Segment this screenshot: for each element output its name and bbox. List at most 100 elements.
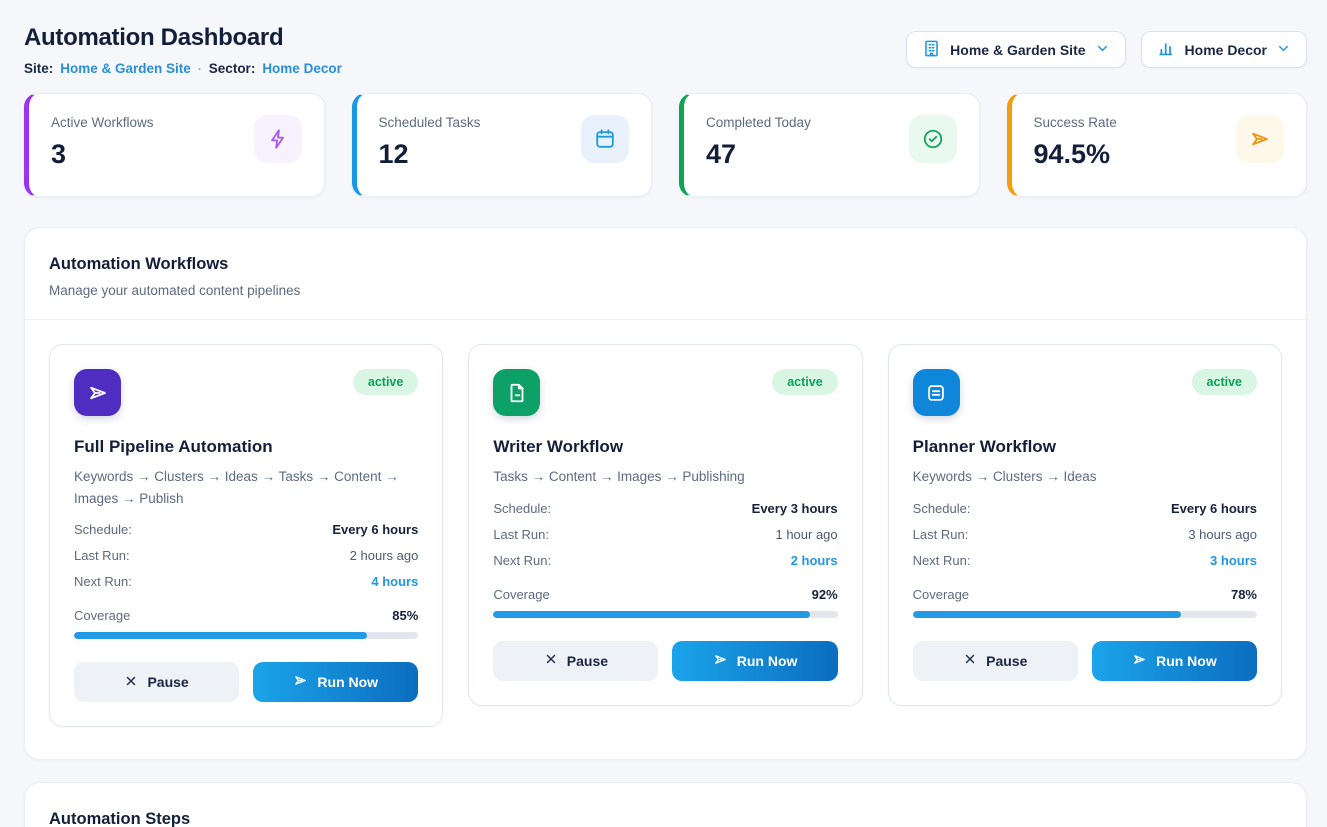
stat-card-completed-today: Completed Today 47 xyxy=(679,93,980,197)
coverage-row: Coverage 78% xyxy=(913,587,1257,602)
stat-value: 12 xyxy=(378,139,409,169)
workflow-meta: Schedule: Every 6 hours Last Run: 3 hour… xyxy=(913,501,1257,568)
workflow-meta: Schedule: Every 3 hours Last Run: 1 hour… xyxy=(493,501,837,568)
pause-label: Pause xyxy=(566,652,609,669)
coverage-label: Coverage xyxy=(493,586,550,602)
schedule-row: Schedule: Every 6 hours xyxy=(74,522,418,537)
next-run-row: Next Run: 2 hours xyxy=(493,553,837,568)
stat-text: Active Workflows 3 xyxy=(51,115,154,170)
stat-card-success-rate: Success Rate 94.5% xyxy=(1006,93,1307,197)
sector-link[interactable]: Home Decor xyxy=(262,61,342,76)
schedule-value: Every 3 hours xyxy=(751,500,838,516)
workflow-description: Keywords → Clusters → Ideas → Tasks → Co… xyxy=(74,469,399,506)
workflow-description: Tasks → Content → Images → Publishing xyxy=(493,469,745,484)
workflow-card-full-pipeline: active Full Pipeline Automation Keywords… xyxy=(49,344,444,728)
page-title: Automation Dashboard xyxy=(24,24,284,51)
section-title: Automation Steps xyxy=(49,810,191,827)
sector-label: Sector: xyxy=(208,61,256,76)
sector-selector-dropdown[interactable]: Home Decor xyxy=(1140,31,1307,68)
stat-value: 94.5% xyxy=(1033,139,1111,169)
schedule-value: Every 6 hours xyxy=(332,522,419,538)
schedule-row: Schedule: Every 6 hours xyxy=(913,501,1257,516)
next-run-value: 3 hours xyxy=(1210,552,1257,568)
site-selector-label: Home & Garden Site xyxy=(950,41,1086,58)
section-subtitle: Manage your automated content pipelines xyxy=(49,283,301,298)
coverage-value: 78% xyxy=(1230,586,1257,602)
last-run-row: Last Run: 2 hours ago xyxy=(74,548,418,563)
schedule-value: Every 6 hours xyxy=(1171,500,1257,516)
pause-label: Pause xyxy=(986,652,1028,669)
workflow-actions: Pause Run Now xyxy=(74,662,419,703)
run-now-label: Run Now xyxy=(736,652,798,669)
coverage-progress-fill xyxy=(74,632,367,640)
workflow-actions: Pause Run Now xyxy=(493,640,838,681)
pause-label: Pause xyxy=(147,674,189,691)
coverage-progress-fill xyxy=(493,610,811,618)
last-run-row: Last Run: 1 hour ago xyxy=(493,527,837,542)
workflows-section: Automation Workflows Manage your automat… xyxy=(24,227,1307,761)
pause-button[interactable]: Pause xyxy=(74,662,240,703)
calendar-icon xyxy=(581,115,629,163)
last-run-value: 2 hours ago xyxy=(349,548,419,564)
coverage-progress xyxy=(493,610,838,618)
workflow-card-top: active xyxy=(74,369,419,416)
workflow-description: Keywords → Clusters → Ideas xyxy=(912,469,1097,484)
send-icon xyxy=(293,673,308,691)
workflow-title: Planner Workflow xyxy=(912,437,1056,456)
send-icon xyxy=(74,369,121,416)
workflow-title: Writer Workflow xyxy=(493,437,624,456)
stat-text: Scheduled Tasks 12 xyxy=(379,115,481,170)
site-selector-dropdown[interactable]: Home & Garden Site xyxy=(906,31,1126,68)
next-run-row: Next Run: 4 hours xyxy=(74,574,418,589)
stat-text: Success Rate 94.5% xyxy=(1034,115,1117,170)
schedule-row: Schedule: Every 3 hours xyxy=(493,501,837,516)
site-link[interactable]: Home & Garden Site xyxy=(60,61,191,76)
run-now-button[interactable]: Run Now xyxy=(672,640,838,681)
workflow-actions: Pause Run Now xyxy=(912,640,1257,681)
coverage-value: 92% xyxy=(811,586,838,602)
automation-steps-section: Automation Steps Configure which steps a… xyxy=(24,782,1307,827)
run-now-button[interactable]: Run Now xyxy=(253,662,419,703)
page-header: Automation Dashboard Site: Home & Garden… xyxy=(24,24,1307,76)
send-icon xyxy=(1236,115,1284,163)
send-icon xyxy=(1132,652,1147,670)
coverage-progress-fill xyxy=(912,610,1182,618)
bar-chart-icon xyxy=(1157,39,1176,61)
last-run-row: Last Run: 3 hours ago xyxy=(913,527,1257,542)
workflows-section-header: Automation Workflows Manage your automat… xyxy=(25,228,1306,320)
pause-button[interactable]: Pause xyxy=(912,640,1078,681)
coverage-value: 85% xyxy=(392,608,419,624)
run-now-button[interactable]: Run Now xyxy=(1091,640,1257,681)
next-run-value: 4 hours xyxy=(371,574,419,590)
close-icon xyxy=(963,652,977,669)
last-run-label: Last Run: xyxy=(493,526,549,542)
stat-label: Scheduled Tasks xyxy=(378,115,481,130)
sector-selector-label: Home Decor xyxy=(1184,41,1267,58)
next-run-label: Next Run: xyxy=(493,552,552,568)
workflow-card-writer: active Writer Workflow Tasks → Content →… xyxy=(468,344,863,706)
coverage-progress xyxy=(74,632,419,640)
close-icon xyxy=(124,674,138,691)
check-circle-icon xyxy=(908,115,957,163)
stat-value: 3 xyxy=(51,139,67,169)
coverage-row: Coverage 92% xyxy=(493,587,837,602)
last-run-label: Last Run: xyxy=(912,526,969,542)
pause-button[interactable]: Pause xyxy=(493,640,659,681)
close-icon xyxy=(544,652,558,669)
status-badge: active xyxy=(772,369,838,395)
workflow-meta: Schedule: Every 6 hours Last Run: 2 hour… xyxy=(74,522,418,589)
coverage-row: Coverage 85% xyxy=(74,608,418,623)
stat-text: Completed Today 47 xyxy=(706,115,811,170)
last-run-label: Last Run: xyxy=(74,548,130,564)
next-run-label: Next Run: xyxy=(912,552,971,568)
coverage-label: Coverage xyxy=(74,608,131,624)
workflow-card-top: active xyxy=(493,369,838,416)
lightning-icon xyxy=(253,115,302,163)
schedule-label: Schedule: xyxy=(912,500,971,516)
status-badge: active xyxy=(352,369,419,395)
stat-card-active-workflows: Active Workflows 3 xyxy=(24,93,325,197)
last-run-value: 3 hours ago xyxy=(1188,526,1257,542)
list-icon xyxy=(912,369,960,416)
send-icon xyxy=(713,652,728,670)
section-title: Automation Workflows xyxy=(49,255,229,273)
